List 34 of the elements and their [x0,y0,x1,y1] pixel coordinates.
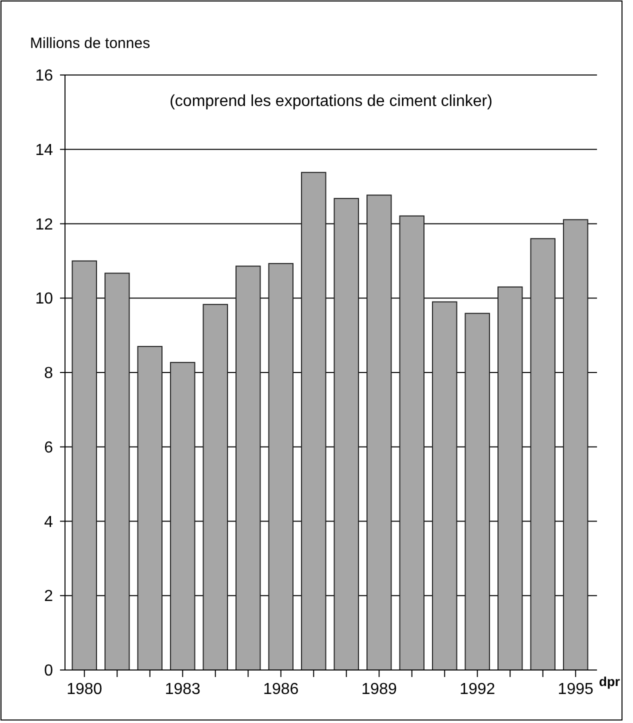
bar [170,362,196,670]
bar [464,312,490,670]
y-tick-label: 10 [35,290,54,308]
bar [562,219,588,670]
bar [366,194,392,670]
bar [202,304,228,670]
y-tick-label: 0 [44,662,54,680]
bar [432,301,458,670]
x-tick-label: 1992 [460,681,496,698]
y-tick-label: 16 [35,68,54,85]
bar [399,215,424,670]
bar [236,266,261,670]
bar [497,286,523,670]
bar [268,263,294,670]
x-tick-label: 1989 [361,681,398,698]
bar [104,272,130,670]
bar [301,172,326,670]
text: dpr [599,674,620,689]
bar [137,346,163,670]
y-tick-label: 14 [35,142,54,159]
x-tick-label: 1980 [66,681,102,698]
bar [72,260,98,670]
y-tick-label: 8 [44,365,54,382]
text: (comprend les exportations de ciment clinker) [170,93,492,110]
y-tick-label: 4 [44,514,54,531]
y-tick-label: 6 [44,439,54,456]
x-tick-label: 1995 [558,681,594,698]
x-tick-label: 1983 [164,681,201,698]
y-tick-label: 12 [35,216,54,234]
x-tick-label: 1986 [263,681,299,698]
y-tick-label: 2 [44,588,54,606]
bar [334,198,359,670]
y-axis-title: Millions de tonnes [30,35,150,52]
bar [530,238,556,670]
